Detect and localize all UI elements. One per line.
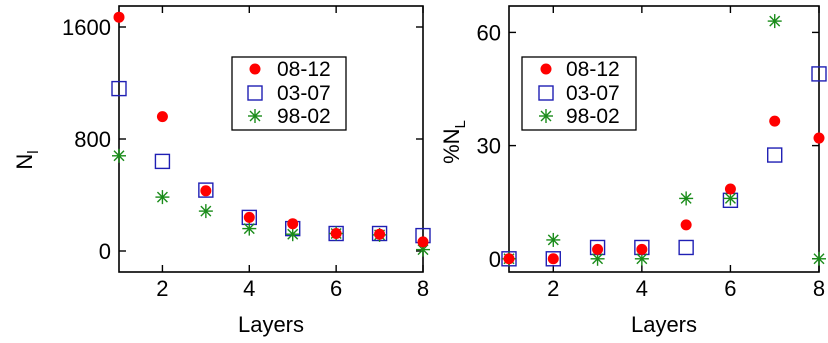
right-point-08-12: [813, 132, 825, 144]
left-point-08-12: [156, 111, 168, 123]
left-legend-item-98-02: 98-02: [248, 105, 331, 128]
left-point-08-12: [330, 228, 342, 239]
left-x-tick-label: 6: [330, 276, 342, 301]
left-y-label-sub: l: [25, 150, 42, 153]
legend-label: 98-02: [277, 105, 331, 128]
right-plot-frame: [508, 5, 820, 273]
star-stroke: [243, 223, 255, 235]
star-stroke: [724, 192, 736, 204]
right-y-tick-label: 30: [477, 134, 501, 159]
legend-circle-marker: [540, 63, 552, 75]
legend-circle-marker: [249, 63, 261, 75]
right-y-axis-label: %NL: [439, 120, 469, 164]
right-point-98-02: [679, 191, 694, 206]
right-point-03-07: [678, 239, 694, 256]
star-stroke: [200, 205, 212, 217]
left-point-08-12: [374, 228, 386, 240]
right-point-98-02: [546, 232, 561, 247]
right-point-08-12: [592, 243, 604, 255]
right-legend-item-98-02: 98-02: [539, 105, 620, 128]
left-y-axis-label: Nl: [12, 150, 42, 169]
right-point-08-12: [636, 243, 648, 255]
left-point-03-07: [198, 182, 214, 198]
left-point-98-02: [285, 227, 300, 242]
right-chart: Layers %NL 2 4 6 8 0 30 60 08-12 03-07: [439, 5, 827, 337]
star-stroke: [813, 253, 825, 265]
right-point-98-02: [812, 251, 826, 266]
legend-square-marker: [538, 85, 554, 101]
left-y-label-main: N: [12, 154, 37, 170]
left-x-tick-label: 8: [417, 276, 429, 301]
left-legend-item-03-07: 03-07: [247, 82, 331, 105]
left-legend-item-08-12: 08-12: [249, 58, 331, 81]
left-y-tick-label: 1600: [62, 15, 111, 40]
left-point-03-07: [111, 80, 127, 97]
legend-label: 08-12: [277, 58, 331, 81]
right-y-label-sub: L: [452, 120, 469, 128]
right-point-98-02: [767, 14, 782, 29]
right-x-axis-label: Layers: [631, 312, 697, 337]
star-stroke: [547, 234, 559, 246]
left-point-98-02: [155, 190, 170, 205]
right-legend-item-08-12: 08-12: [540, 58, 620, 81]
star-stroke: [680, 192, 692, 204]
right-y-label-main: %N: [439, 128, 464, 163]
left-point-98-02: [242, 221, 257, 236]
right-y-tick-label: 0: [489, 247, 501, 272]
left-point-08-12: [113, 11, 125, 23]
star-stroke: [287, 228, 299, 240]
right-legend: 08-12 03-07 98-02: [521, 56, 637, 131]
left-point-98-02: [112, 148, 126, 163]
left-chart: Layers Nl 2 4 6 8 0 800 1600 08-12 03-07: [12, 5, 431, 337]
legend-label: 98-02: [566, 105, 620, 128]
left-x-tick-label: 2: [156, 276, 168, 301]
legend-label: 03-07: [566, 82, 620, 105]
right-x-tick-label: 6: [724, 276, 736, 301]
legend-label: 08-12: [566, 58, 620, 81]
left-point-08-12: [287, 218, 299, 230]
left-y-tick-label: 0: [99, 239, 111, 264]
left-y-tick-label: 800: [74, 127, 111, 152]
star-stroke: [592, 253, 604, 265]
legend-star-marker: [539, 109, 553, 123]
legend-label: 03-07: [277, 82, 331, 105]
left-point-98-02: [198, 204, 213, 219]
right-y-tick-label: 60: [477, 20, 501, 45]
left-point-08-12: [243, 211, 255, 223]
right-x-tick-label: 8: [813, 276, 825, 301]
star-stroke: [769, 15, 781, 27]
left-point-03-07: [154, 153, 171, 170]
right-point-08-12: [503, 253, 515, 265]
right-point-03-07: [767, 147, 783, 163]
right-point-08-12: [547, 253, 559, 265]
legend-square-marker: [247, 85, 263, 101]
legend-star-marker: [248, 109, 262, 123]
right-point-03-07: [811, 66, 827, 82]
right-point-08-12: [680, 219, 692, 231]
right-x-tick-label: 4: [636, 276, 648, 301]
left-point-08-12: [417, 236, 429, 248]
right-point-08-12: [724, 183, 736, 195]
left-x-tick-label: 4: [243, 276, 255, 301]
right-x-tick-label: 2: [547, 276, 559, 301]
right-point-03-07: [545, 251, 561, 267]
left-legend: 08-12 03-07 98-02: [231, 56, 347, 131]
star-stroke: [156, 191, 168, 203]
right-point-08-12: [769, 115, 781, 127]
left-point-08-12: [200, 185, 212, 197]
left-x-axis-label: Layers: [238, 312, 304, 337]
star-stroke: [636, 253, 648, 265]
right-legend-item-03-07: 03-07: [538, 82, 620, 105]
star-stroke: [113, 150, 125, 162]
